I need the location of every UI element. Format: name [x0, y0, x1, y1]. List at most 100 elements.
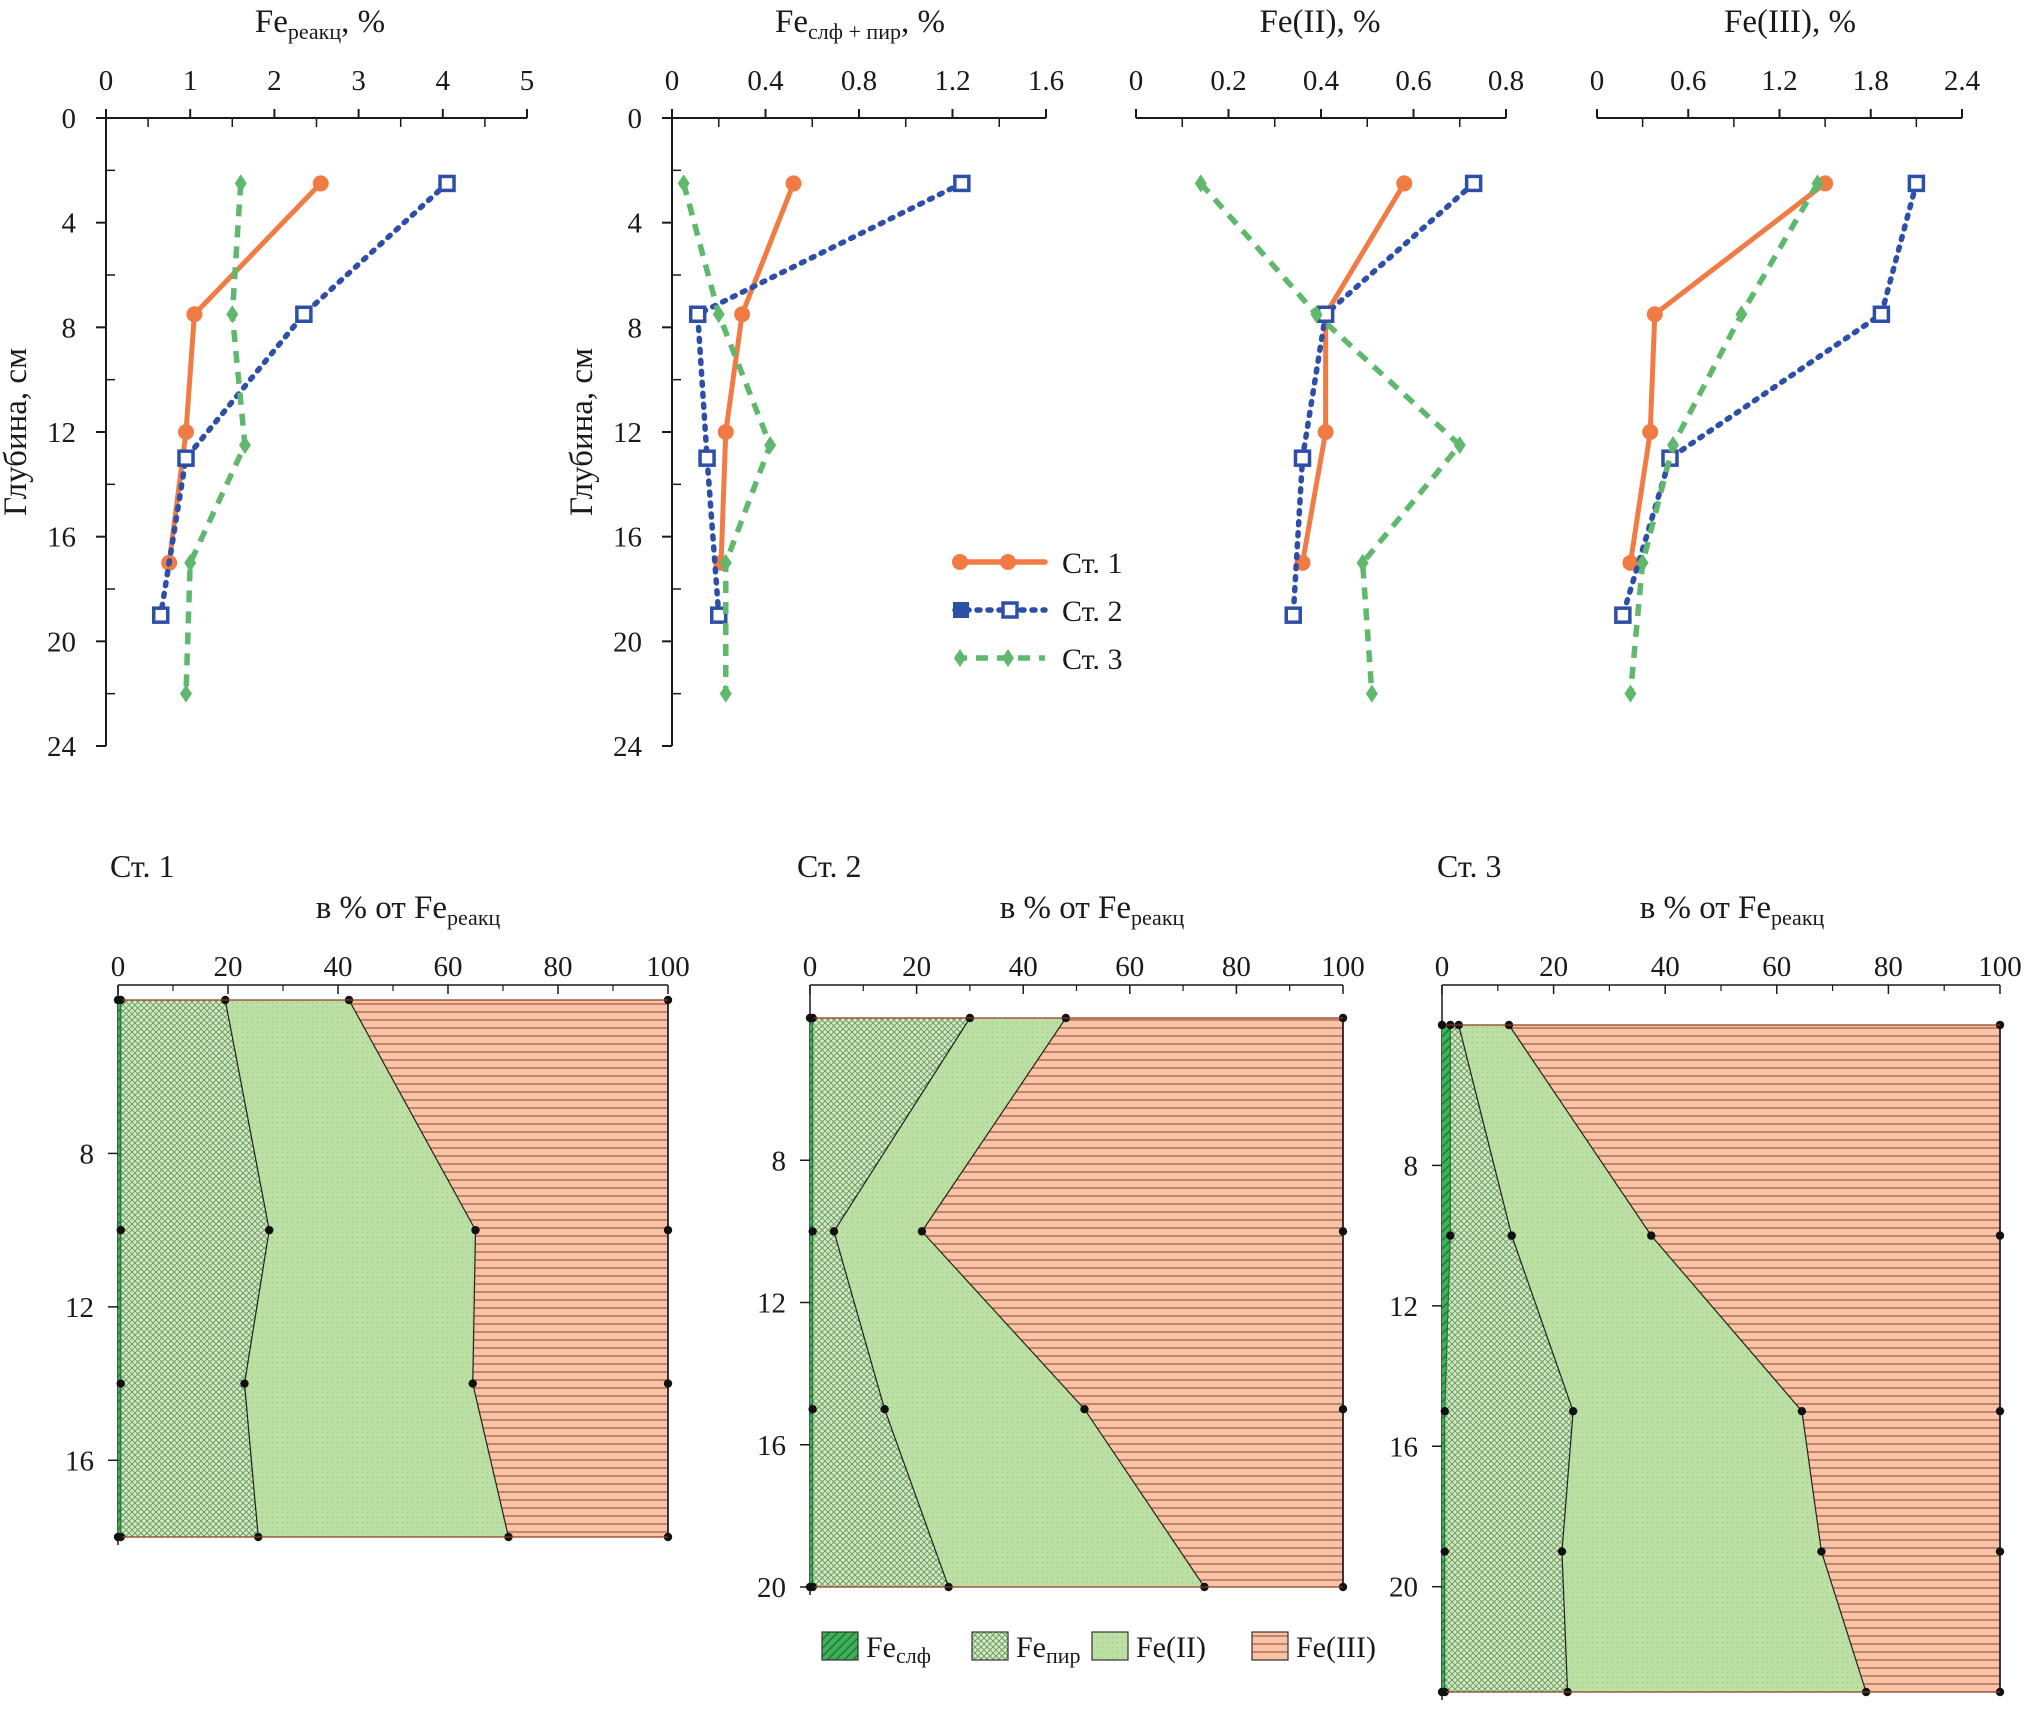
data-point-st2	[295, 305, 313, 323]
data-point-st1	[1396, 175, 1413, 192]
legend-label: Feпир	[1016, 1631, 1081, 1668]
chart-title: в % от Feреакц	[1640, 890, 1825, 930]
stack-chart-1: Ст. 1 в % от Feреакц 0 20 40 60 80 100 8 12 16	[65, 848, 690, 1545]
legend-marker	[1002, 649, 1014, 667]
area-fe_pir	[120, 1000, 270, 1537]
data-point-fe_II	[471, 1225, 480, 1235]
x-tick-label: 1.2	[934, 65, 970, 97]
data-point-st2	[688, 305, 707, 323]
boundary-fe_II	[348, 999, 510, 1538]
y-tick-label: 12	[757, 1288, 786, 1320]
stack-legend: Feслф Feпир Fe(II) Fe(III)	[821, 1631, 1376, 1668]
stack-chart-2: Ст. 2 в % от Feреакц 0 20 40 60 80 100 8 12 16 20	[757, 848, 1365, 1604]
area-fe_II	[1458, 1025, 1867, 1692]
data-point-st2	[710, 606, 728, 624]
legend-swatch	[971, 1631, 1009, 1661]
x-tick-label: 3	[351, 65, 366, 97]
x-tick-label: 1	[183, 65, 198, 97]
data-point	[805, 1013, 815, 1023]
chart-title: в % от Feреакц	[316, 890, 501, 930]
panel-label: Ст. 1	[110, 848, 175, 884]
series-line-st2	[1290, 180, 1477, 618]
legend-label: Fe(II)	[1136, 1631, 1206, 1664]
area-fe_slf	[810, 1018, 813, 1587]
legend-item-st2: Ст. 2	[952, 595, 1122, 628]
data-point-st2	[177, 449, 195, 467]
data-point	[113, 1532, 123, 1542]
data-point-st1	[717, 424, 734, 440]
data-point-fe_pir	[829, 1227, 839, 1236]
area-fe_pir	[812, 1018, 970, 1587]
y-tick-label: 20	[613, 626, 642, 658]
series-line-st1	[1300, 180, 1407, 566]
x-tick-label: 0.8	[841, 65, 877, 97]
y-tick-label: 16	[757, 1430, 786, 1462]
data-point-fe_II	[1080, 1404, 1089, 1414]
chart-title: Feслф + пир, %	[775, 4, 945, 44]
data-point-fe_pir	[265, 1225, 274, 1235]
legend-marker	[1001, 601, 1019, 619]
legend-marker	[954, 649, 966, 667]
chart-title: Fe(II), %	[1260, 4, 1381, 40]
series-line-st2	[157, 180, 450, 618]
data-point-st3	[1811, 174, 1824, 193]
area-fe_II	[833, 1018, 1205, 1587]
panel-label: Ст. 3	[1437, 848, 1502, 884]
x-tick-label: 0	[1129, 65, 1144, 97]
profile-legend: Ст. 1 Ст. 2 Ст. 3	[952, 547, 1122, 676]
data-point-fe_III	[1995, 1406, 2005, 1416]
y-tick-label: 0	[628, 103, 643, 135]
x-tick-label: 20	[1539, 951, 1568, 983]
area-fe_slf	[118, 1000, 121, 1537]
x-tick-label: 0.6	[1670, 65, 1706, 97]
data-point-fe_slf	[1440, 1406, 1449, 1416]
data-point-st1	[1817, 175, 1834, 192]
y-axis-label: Глубина, см	[564, 348, 600, 516]
x-tick-label: 80	[544, 951, 573, 983]
legend-item-fe_II: Fe(II)	[1091, 1631, 1206, 1664]
data-point	[1437, 1020, 1447, 1030]
data-point-st1	[186, 306, 203, 323]
legend-label: Feслф	[866, 1631, 931, 1668]
data-point-st3	[712, 305, 725, 324]
series-line-st1	[166, 180, 324, 566]
data-point-st3	[1624, 684, 1637, 703]
y-tick-label: 8	[1404, 1150, 1419, 1182]
data-point-fe_II	[917, 1227, 927, 1236]
x-tick-label: 0.4	[747, 65, 784, 97]
x-tick-label: 0	[99, 65, 114, 97]
area-fe_III	[349, 1000, 668, 1537]
legend-label: Ст. 3	[1062, 643, 1122, 676]
data-point-st3	[719, 684, 732, 703]
area-fe_II	[225, 1000, 509, 1537]
data-point-st3	[234, 174, 247, 193]
legend-item-st1: Ст. 1	[952, 547, 1122, 580]
x-tick-label: 20	[902, 951, 931, 983]
data-point-fe_III	[663, 1379, 673, 1388]
data-point-st3	[1365, 684, 1378, 703]
area-fe_pir	[1444, 1025, 1574, 1692]
data-point-fe_pir	[240, 1379, 249, 1388]
x-tick-label: 60	[1115, 951, 1144, 983]
data-point-fe_slf	[808, 1404, 817, 1414]
x-tick-label: 80	[1222, 951, 1251, 983]
y-tick-label: 12	[613, 417, 642, 449]
x-tick-label: 1.6	[1028, 65, 1064, 97]
data-point	[1437, 1687, 1447, 1697]
panel-label: Ст. 2	[797, 848, 862, 884]
data-point-st1	[1317, 424, 1334, 440]
data-point-st1	[1622, 554, 1639, 571]
chart-title: Feреакц, %	[255, 4, 385, 44]
y-tick-label: 8	[80, 1138, 95, 1170]
x-tick-label: 1.8	[1853, 65, 1889, 97]
data-point-fe_III	[1338, 1227, 1348, 1236]
legend-swatch	[1091, 1631, 1129, 1661]
data-point-st2	[1464, 174, 1483, 193]
data-point-fe_III	[1995, 1547, 2005, 1556]
profile-chart-3: 0 0.2 0.4 0.6 0.8 Fe(II), %	[1129, 4, 1524, 703]
data-point-st2	[1614, 606, 1632, 624]
x-tick-label: 40	[324, 951, 353, 983]
